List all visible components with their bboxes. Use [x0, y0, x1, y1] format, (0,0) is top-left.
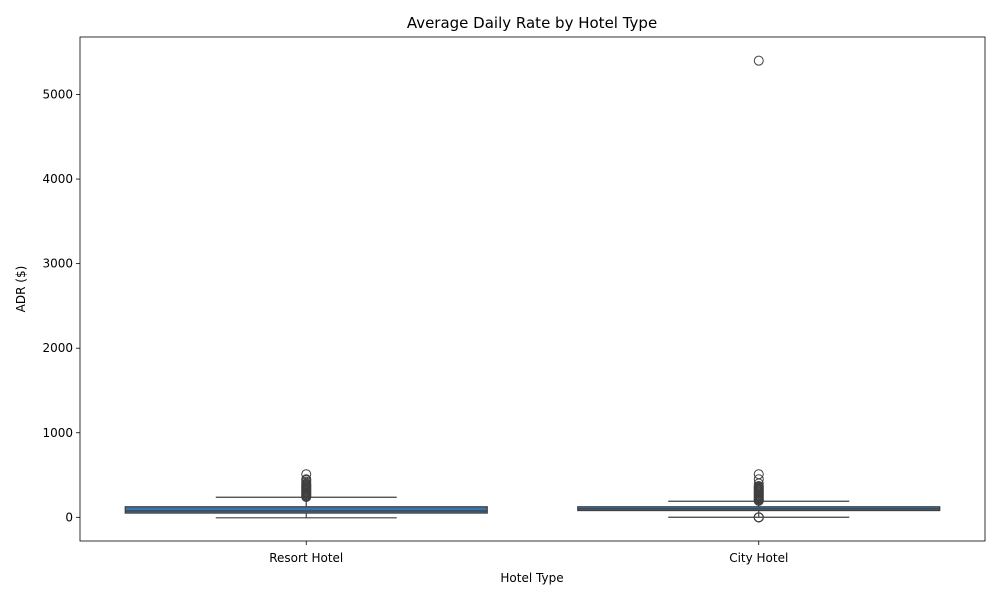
- chart-marks: [124, 55, 941, 523]
- y-tick-label: 0: [65, 510, 73, 524]
- x-axis: Resort Hotel City Hotel: [269, 541, 788, 565]
- plot-frame: [79, 36, 986, 542]
- outlier-point: [753, 512, 764, 523]
- iqr-box: [124, 506, 488, 514]
- box-group-city-hotel: [577, 55, 941, 523]
- y-tick-label: 2000: [42, 341, 73, 355]
- y-tick-label: 1000: [42, 426, 73, 440]
- x-axis-title: Hotel Type: [500, 571, 563, 585]
- y-axis: 0 1000 2000 3000 4000 5000: [42, 88, 80, 524]
- outlier-point: [753, 474, 764, 485]
- y-tick-label: 4000: [42, 172, 73, 186]
- x-tick-label: Resort Hotel: [269, 551, 343, 565]
- y-axis-title: ADR ($): [14, 266, 28, 313]
- plot-area: [80, 37, 985, 541]
- chart-title: Average Daily Rate by Hotel Type: [407, 14, 657, 32]
- outlier-point: [753, 481, 764, 492]
- outlier-point: [301, 469, 312, 480]
- outlier-point: [301, 474, 312, 485]
- outlier-point: [753, 55, 764, 66]
- y-tick-label: 5000: [42, 88, 73, 102]
- y-tick-label: 3000: [42, 257, 73, 271]
- outlier-point: [753, 469, 764, 480]
- box-group-resort-hotel: [124, 469, 488, 519]
- x-tick-label: City Hotel: [729, 551, 788, 565]
